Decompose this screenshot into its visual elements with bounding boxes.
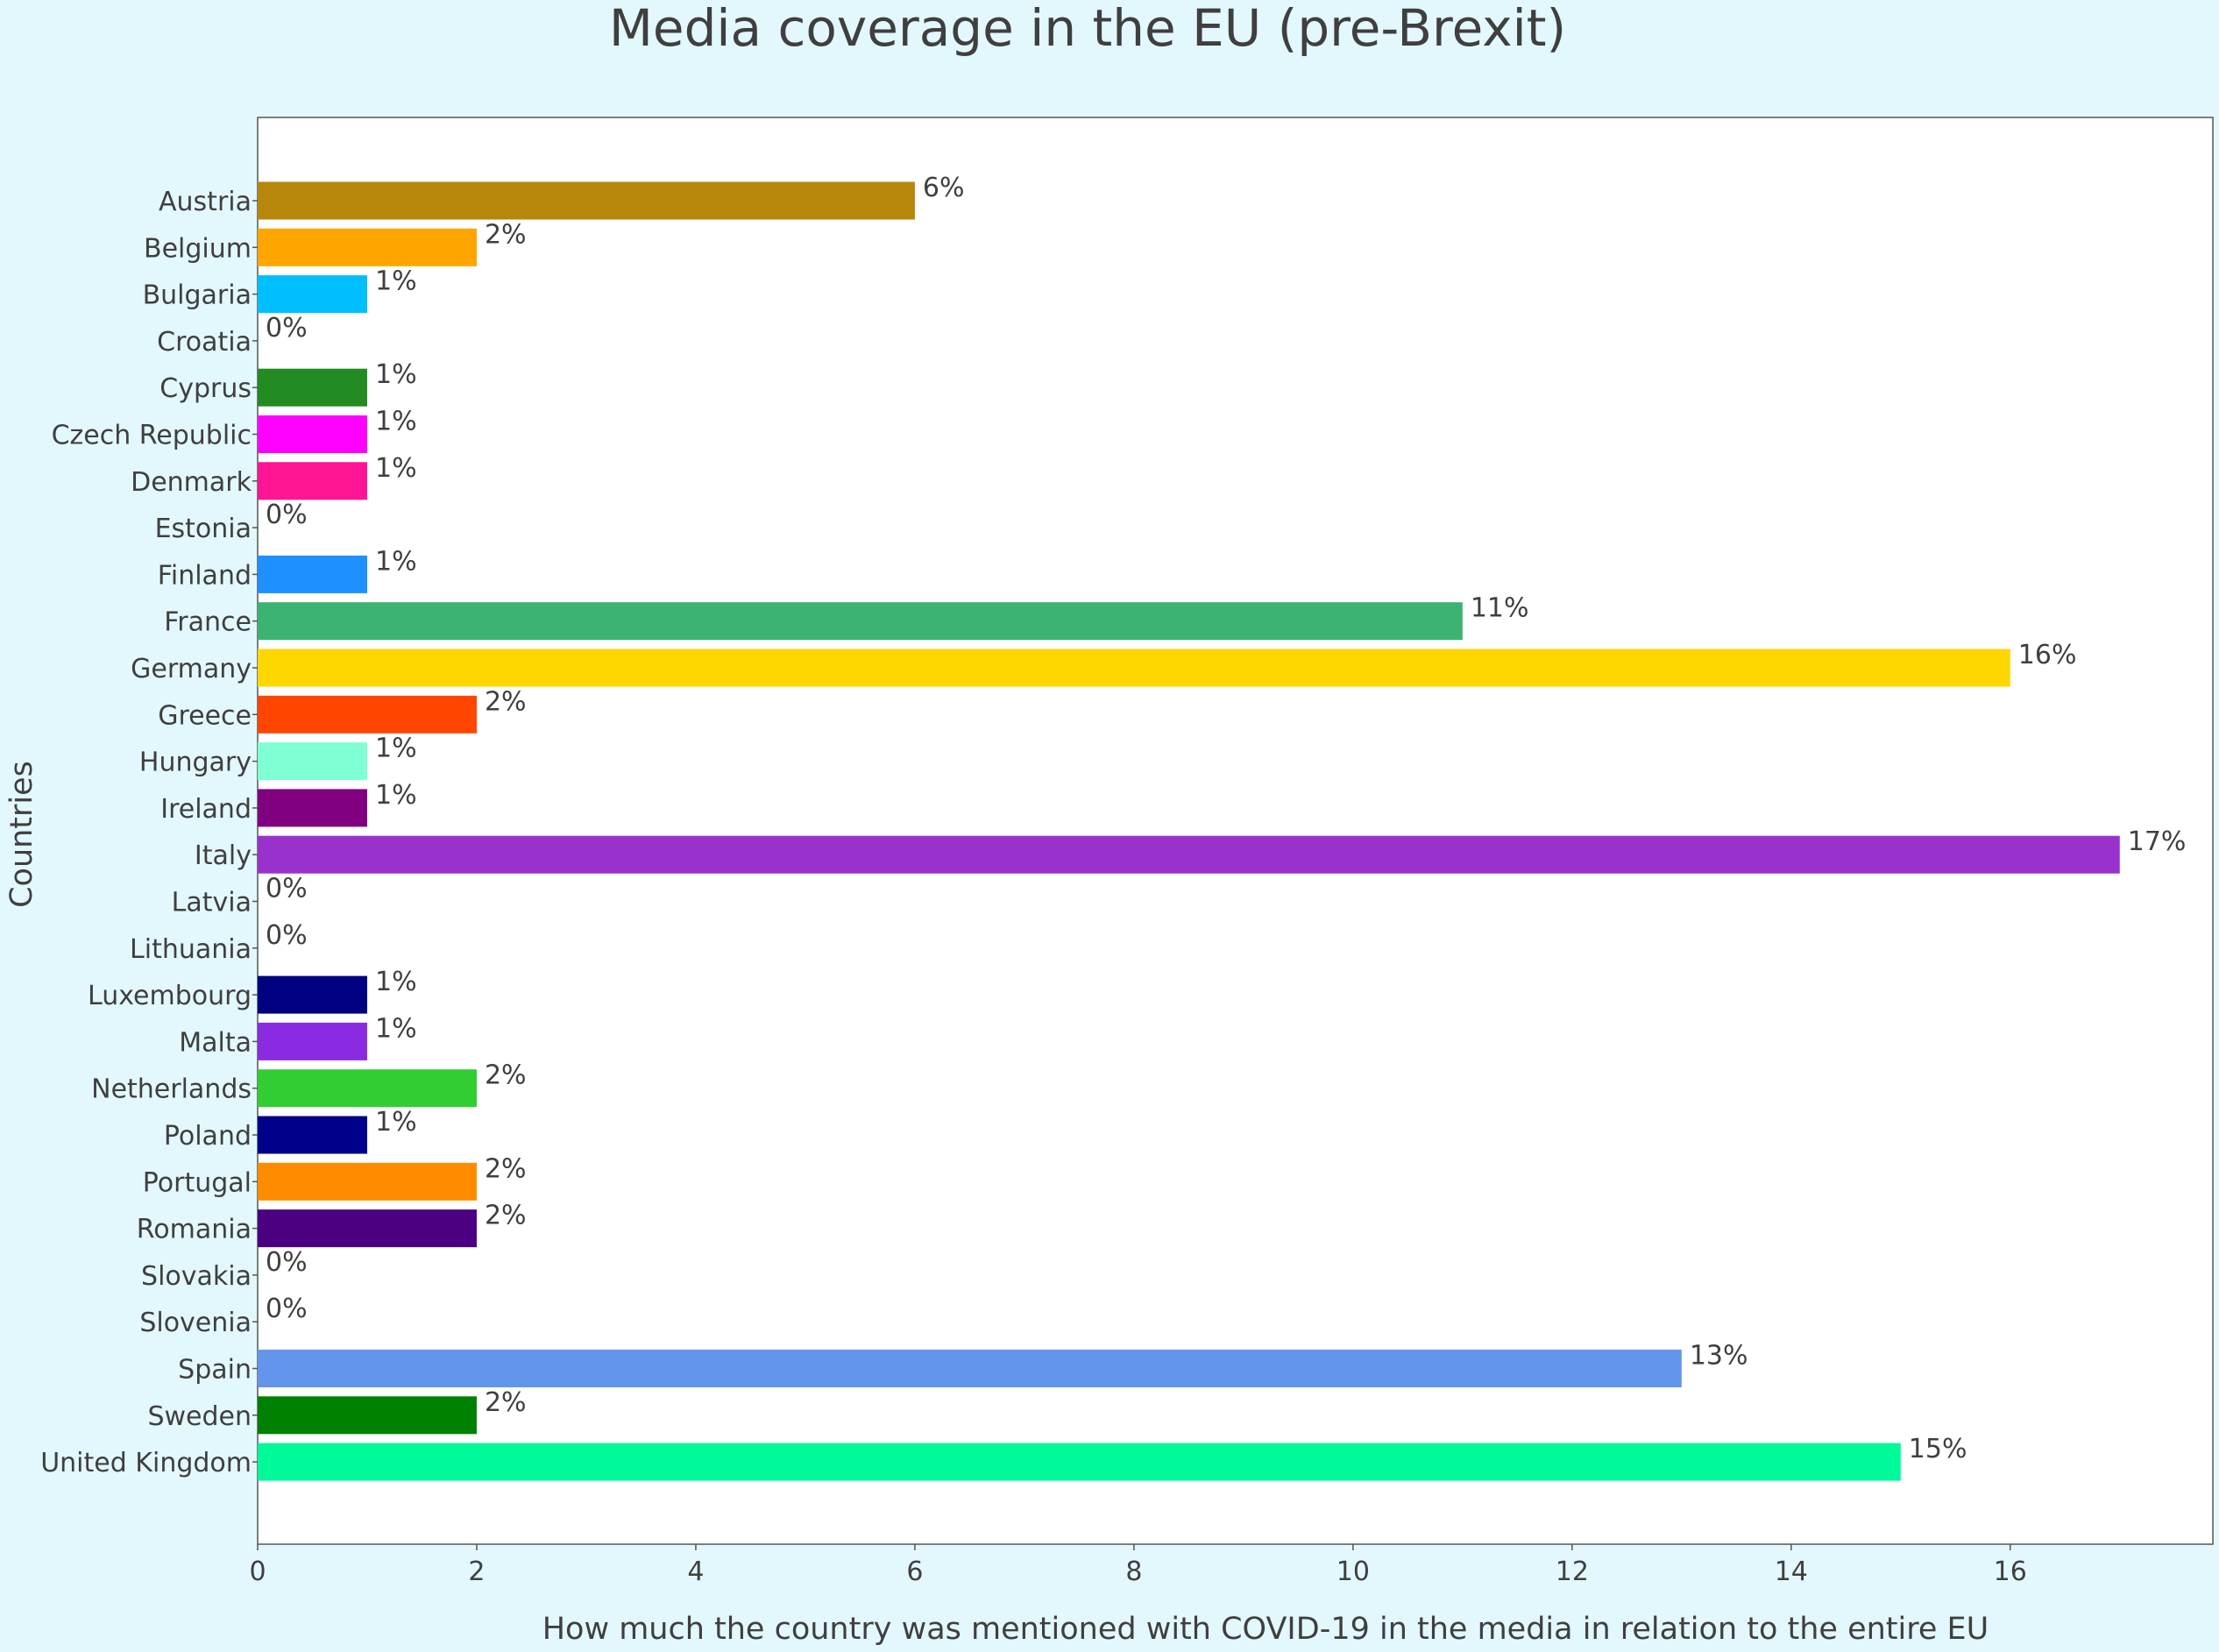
y-tick-label-bulgaria: Bulgaria (143, 280, 252, 311)
data-label-united-kingdom: 15% (1909, 1434, 1967, 1464)
data-label-ireland: 1% (375, 780, 417, 811)
bar-netherlands (258, 1069, 477, 1108)
data-label-slovakia: 0% (266, 1247, 308, 1278)
data-label-austria: 6% (923, 173, 965, 203)
y-tick-label-slovenia: Slovenia (139, 1308, 252, 1338)
x-tick-label-8: 8 (1125, 1556, 1142, 1587)
bar-denmark (258, 462, 367, 500)
y-tick-label-belgium: Belgium (144, 233, 252, 264)
bar-malta (258, 1022, 367, 1060)
y-tick-label-poland: Poland (164, 1121, 252, 1152)
data-label-hungary: 1% (375, 734, 417, 764)
x-tick-label-0: 0 (249, 1556, 266, 1587)
data-label-malta: 1% (375, 1013, 417, 1044)
bar-sweden (258, 1396, 477, 1435)
bar-ireland (258, 789, 367, 827)
data-label-croatia: 0% (266, 313, 308, 344)
y-tick-label-denmark: Denmark (131, 467, 252, 498)
bar-luxembourg (258, 975, 367, 1014)
x-tick-label-10: 10 (1336, 1556, 1370, 1587)
bar-france (258, 602, 1463, 641)
x-axis-label: How much the country was mentioned with … (542, 1612, 1989, 1647)
y-tick-label-finland: Finland (158, 560, 252, 591)
y-tick-label-hungary: Hungary (139, 748, 252, 778)
data-label-czech-republic: 1% (375, 407, 417, 437)
data-label-spain: 13% (1690, 1341, 1748, 1372)
data-label-latvia: 0% (266, 874, 308, 904)
bar-finland (258, 555, 367, 593)
data-label-luxembourg: 1% (375, 967, 417, 997)
y-tick-label-germany: Germany (131, 654, 252, 684)
bar-germany (258, 649, 2010, 687)
data-label-denmark: 1% (375, 453, 417, 484)
x-tick-label-14: 14 (1775, 1556, 1808, 1587)
data-label-romania: 2% (485, 1201, 527, 1231)
y-tick-label-portugal: Portugal (143, 1167, 252, 1198)
data-label-france: 11% (1471, 593, 1529, 624)
bar-greece (258, 695, 477, 734)
plot-area (257, 117, 2214, 1545)
y-tick-label-czech-republic: Czech Republic (52, 421, 252, 451)
y-tick-labels: Austria Belgium Bulgaria Croatia Cyprus Czech… (40, 187, 258, 1478)
y-tick-label-austria: Austria (159, 187, 252, 217)
bar-italy (258, 835, 2120, 874)
data-label-sweden: 2% (485, 1387, 527, 1418)
y-tick-label-france: France (164, 607, 252, 638)
y-tick-label-estonia: Estonia (155, 514, 252, 544)
bar-united-kingdom (258, 1443, 1901, 1481)
bars-group: 6% 2% 1% 0% 1% 1% 1% 0% 1% 11% 16% 2% 1% 1% 17% 0% 0% 1% 1… (258, 173, 2186, 1481)
data-label-netherlands: 2% (485, 1060, 527, 1091)
bar-romania (258, 1209, 477, 1248)
y-tick-label-croatia: Croatia (157, 327, 252, 358)
y-tick-label-greece: Greece (158, 700, 252, 731)
y-tick-label-united-kingdom: United Kingdom (40, 1448, 252, 1478)
data-label-poland: 1% (375, 1107, 417, 1138)
y-tick-label-malta: Malta (179, 1027, 252, 1058)
x-tick-label-4: 4 (687, 1556, 704, 1587)
bar-bulgaria (258, 275, 367, 314)
y-tick-label-luxembourg: Luxembourg (88, 981, 252, 1011)
data-label-italy: 17% (2128, 826, 2187, 857)
data-label-slovenia: 0% (266, 1294, 308, 1324)
data-label-portugal: 2% (485, 1153, 527, 1184)
bar-spain (258, 1350, 1682, 1387)
y-tick-label-ireland: Ireland (160, 794, 252, 825)
bar-belgium (258, 228, 477, 266)
bar-austria (258, 181, 915, 220)
y-tick-label-slovakia: Slovakia (141, 1261, 252, 1292)
data-label-bulgaria: 1% (375, 266, 417, 297)
chart-title: Media coverage in the EU (pre-Brexit) (609, 0, 1566, 58)
data-label-greece: 2% (485, 686, 527, 717)
y-tick-label-lithuania: Lithuania (130, 934, 252, 965)
data-label-estonia: 0% (266, 500, 308, 530)
x-tick-label-6: 6 (906, 1556, 923, 1587)
y-tick-label-italy: Italy (195, 840, 252, 871)
y-tick-label-netherlands: Netherlands (91, 1074, 252, 1105)
x-axis-ticks: 0 2 4 6 8 10 12 14 16 (249, 1544, 2027, 1587)
y-tick-label-spain: Spain (178, 1355, 252, 1386)
y-tick-label-sweden: Sweden (147, 1401, 252, 1432)
data-label-lithuania: 0% (266, 920, 308, 951)
x-tick-label-2: 2 (468, 1556, 485, 1587)
y-tick-label-romania: Romania (137, 1215, 252, 1245)
y-tick-label-cyprus: Cyprus (160, 373, 252, 404)
y-tick-label-latvia: Latvia (172, 888, 252, 918)
bar-czech-republic (258, 415, 367, 453)
x-tick-label-16: 16 (1994, 1556, 2027, 1587)
y-axis-label: Countries (4, 761, 39, 908)
data-label-cyprus: 1% (375, 359, 417, 390)
bar-hungary (258, 742, 367, 781)
bar-cyprus (258, 368, 367, 407)
bar-poland (258, 1116, 367, 1154)
bar-portugal (258, 1162, 477, 1201)
data-label-belgium: 2% (485, 219, 527, 250)
data-label-germany: 16% (2018, 640, 2077, 670)
x-tick-label-12: 12 (1556, 1556, 1589, 1587)
data-label-finland: 1% (375, 546, 417, 577)
